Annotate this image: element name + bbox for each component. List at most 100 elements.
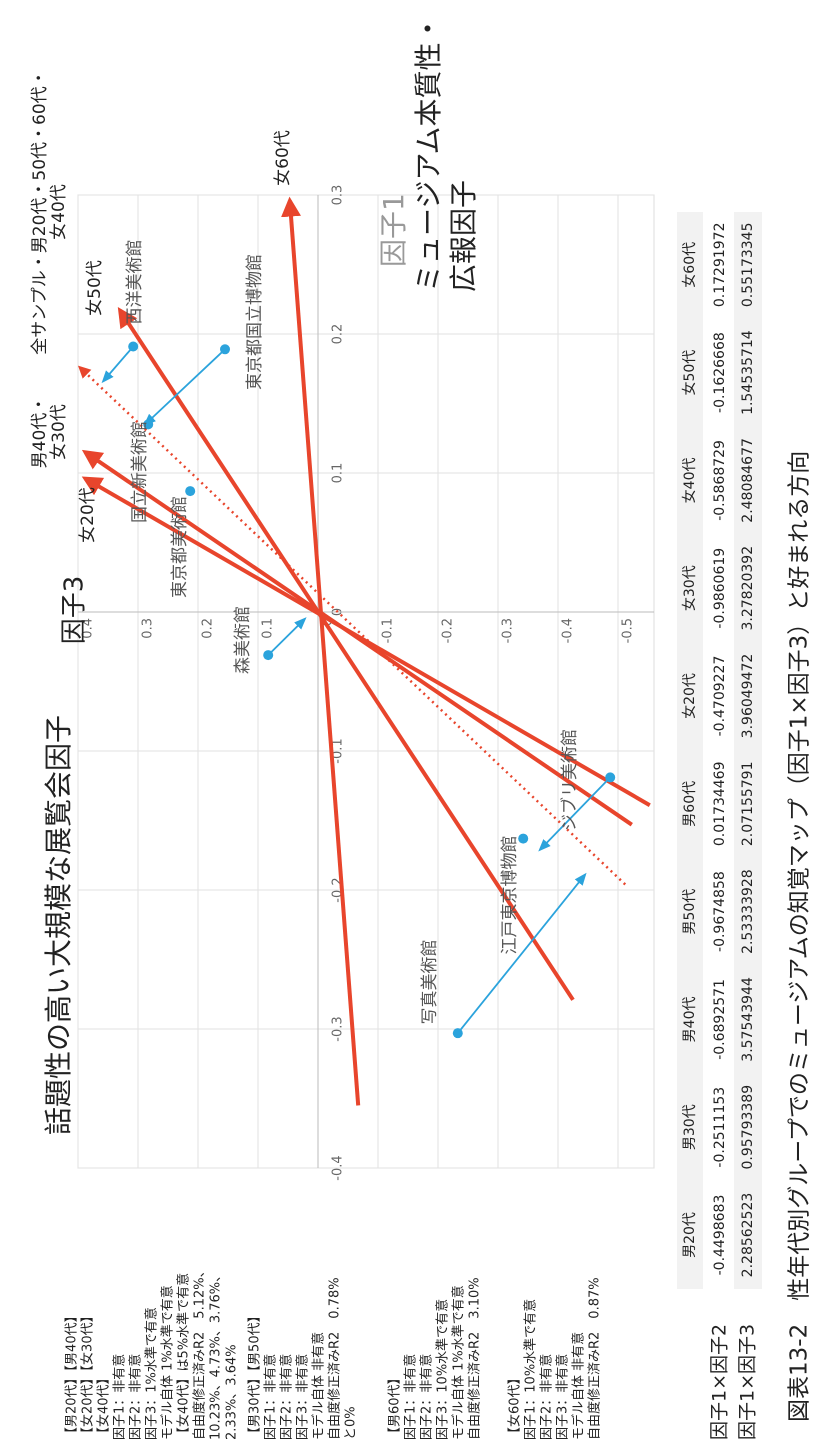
point-arrow xyxy=(457,872,587,1034)
caption: 図表13-2 性年代別グループでのミュージアムの知覚マップ（因子1×因子3）と好… xyxy=(787,451,813,1422)
museum-point xyxy=(185,486,196,497)
museum-point xyxy=(220,344,230,355)
table-cell: 2.48084677 xyxy=(740,438,756,523)
table-cell: -0.2511153 xyxy=(712,1087,728,1168)
museum-label: 国立新美術館 xyxy=(130,421,150,523)
x-tick-label: 0.3 xyxy=(331,185,346,206)
vector-label: 女50代 xyxy=(85,260,105,316)
museum-label: 東京都国立博物館 xyxy=(245,254,265,390)
table-cell: 2.53333928 xyxy=(740,869,756,954)
note-line: 【男60代】 xyxy=(388,1371,403,1440)
museum-label: 森美術館 xyxy=(233,606,253,674)
vector-label: 女60代 xyxy=(273,130,293,186)
museum-label: 東京都美術館 xyxy=(170,496,190,598)
table-cell: -0.4709227 xyxy=(712,656,728,737)
table-header: 男40代 xyxy=(682,996,698,1042)
row-label: 因子1×因子3 xyxy=(737,1324,759,1440)
y-tick-label: 0.1 xyxy=(261,618,276,639)
point-arrow xyxy=(101,345,134,384)
note-line: モデル自体 非有意 xyxy=(571,1332,587,1440)
vector-label: 女20代 xyxy=(78,487,98,543)
table-cell: -0.9674858 xyxy=(712,871,728,952)
table-header: 女40代 xyxy=(681,457,698,503)
vector-label: 女40代 xyxy=(49,184,69,240)
note-line: 自由度修正済みR2 5.12%、 xyxy=(192,1264,208,1440)
note-line: と0% xyxy=(344,1406,359,1440)
note-line: 【女20代】【女30代】 xyxy=(80,1309,96,1440)
museum-label: 写真美術館 xyxy=(420,940,440,1025)
x-tick-label: -0.4 xyxy=(331,1155,346,1180)
y-axis-title: 因子3 xyxy=(60,576,90,645)
table-cell: -0.1626668 xyxy=(712,332,728,413)
note-line: 因子2：非有意 xyxy=(128,1354,144,1440)
table-cell: 0.55173345 xyxy=(740,222,756,307)
table-cell: 2.28562523 xyxy=(740,1193,756,1278)
note-line: 【男20代】【男40代】 xyxy=(65,1309,80,1440)
museum-point xyxy=(518,833,529,844)
museum-label: 江戸東京博物館 xyxy=(500,836,520,955)
table-cell: -0.4498683 xyxy=(712,1195,728,1276)
point-arrow xyxy=(143,348,226,427)
table-header: 男30代 xyxy=(682,1104,698,1150)
row-label: 因子1×因子2 xyxy=(709,1324,731,1440)
y-tick-label: -0.4 xyxy=(561,618,576,643)
y-tick-label: -0.5 xyxy=(621,618,636,643)
note-line: 因子1：10%水準で有意 xyxy=(523,1299,539,1440)
point-arrow xyxy=(267,617,307,656)
point-arrow xyxy=(538,776,611,852)
table-cell: -0.5868729 xyxy=(712,440,728,521)
table-header: 女50代 xyxy=(681,350,698,396)
vector-label: 女30代 xyxy=(49,404,69,460)
museum-label: 西洋美術館 xyxy=(125,240,145,325)
table-header: 男50代 xyxy=(682,889,698,935)
museum-point xyxy=(452,1028,463,1039)
table-row-bg xyxy=(734,212,762,1289)
y-tick-label: 0.3 xyxy=(141,618,156,639)
note-line: 自由度修正済みR2 3.10% xyxy=(467,1277,483,1440)
x-axis-subtitle: ミュージアム本質性・ xyxy=(412,15,445,292)
note-line: 【女40代】 xyxy=(96,1371,112,1440)
table-cell: 0.01734469 xyxy=(712,761,728,846)
table-cell: 2.07155791 xyxy=(740,761,756,846)
note-line: 因子3：1%水準で有意 xyxy=(144,1307,160,1440)
table-header: 女60代 xyxy=(681,242,698,288)
direction-vector xyxy=(281,196,361,1106)
table-header-bg xyxy=(677,212,703,1289)
note-line: 因子2：非有意 xyxy=(279,1354,295,1440)
museum-point xyxy=(128,341,139,352)
museum-point xyxy=(263,650,274,661)
note-line: 因子3：非有意 xyxy=(295,1354,311,1440)
table-cell: 3.27820392 xyxy=(740,546,756,631)
table-header: 男20代 xyxy=(682,1212,698,1258)
table-header: 女20代 xyxy=(681,673,698,719)
direction-vector xyxy=(77,365,627,886)
y-axis-subtitle: 話題性の高い大規模な展覧会因子 xyxy=(42,715,75,1135)
note-line: 因子2：非有意 xyxy=(419,1354,435,1440)
x-tick-label: 0.2 xyxy=(331,324,346,345)
note-line: 10.23%、4.73%、3.76%、 xyxy=(209,1269,224,1440)
note-line: 自由度修正済みR2 0.87% xyxy=(587,1277,603,1440)
table-cell: 1.54535714 xyxy=(740,330,756,415)
y-tick-label: 0 xyxy=(321,618,336,626)
table-cell: 0.17291972 xyxy=(712,222,728,307)
note-line: モデル自体 1%水準で有意 xyxy=(451,1285,467,1440)
note-line: モデル自体 1%水準で有意 xyxy=(160,1285,176,1440)
direction-vector xyxy=(81,476,651,807)
vector-label: 男40代・ xyxy=(30,396,50,469)
table-cell: -0.9860619 xyxy=(712,548,728,629)
note-line: 因子3：非有意 xyxy=(555,1354,571,1440)
table-header: 女30代 xyxy=(681,565,698,611)
note-line: 因子1：非有意 xyxy=(263,1354,279,1440)
table-cell: 3.96049472 xyxy=(740,654,756,739)
note-line: 因子1：非有意 xyxy=(112,1354,128,1440)
note-line: 因子1：非有意 xyxy=(403,1354,419,1440)
y-tick-label: -0.2 xyxy=(441,618,456,643)
note-line: 因子3：10%水準で有意 xyxy=(435,1299,451,1440)
vector-label: 全サンプル・男20代・50代・60代・ xyxy=(30,69,50,354)
note-line: モデル自体 非有意 xyxy=(311,1332,327,1440)
x-axis-title: 因子1 xyxy=(377,193,410,267)
x-axis-subtitle: 広報因子 xyxy=(447,180,480,292)
